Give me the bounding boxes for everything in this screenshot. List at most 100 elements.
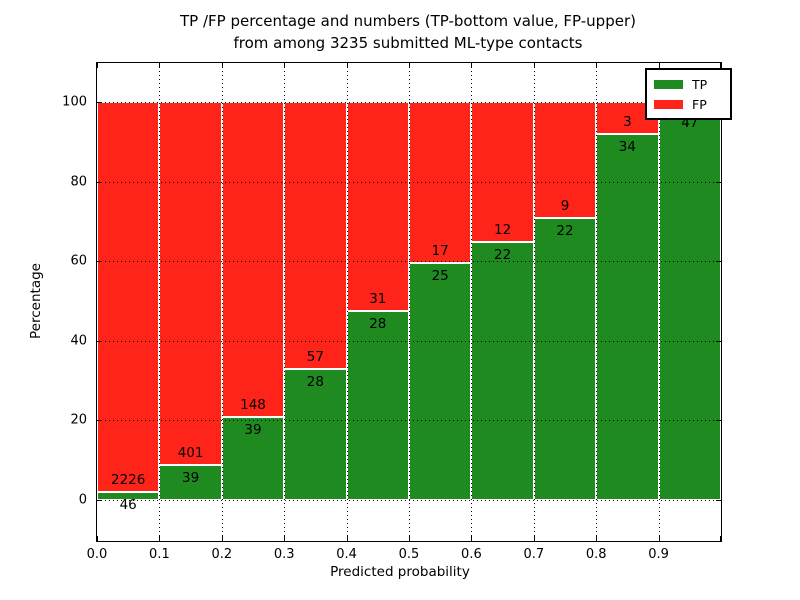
fp-count-label: 401 <box>177 444 204 461</box>
y-gridline <box>97 420 721 422</box>
fp-count-label: 31 <box>369 291 387 308</box>
bar-tp-segment <box>533 217 597 500</box>
y-axis-tick-right <box>716 340 721 342</box>
plot-area: TP FP 2226 46 401 39 148 39 57 28 31 28 17 25 12 22 9 2… <box>62 62 732 562</box>
x-axis-tick <box>471 536 473 541</box>
tp-count-label: 39 <box>182 469 200 486</box>
y-gridline <box>97 261 721 263</box>
legend-swatch-tp-icon <box>654 79 683 89</box>
x-axis-tick-top <box>97 63 98 68</box>
x-gridline <box>346 63 348 541</box>
bar-tp-segment <box>409 263 472 500</box>
x-axis-tick-top <box>471 63 473 68</box>
legend: TP FP <box>645 68 732 120</box>
x-axis-tick-top <box>159 63 161 68</box>
y-axis-tick <box>97 261 102 263</box>
x-axis-tick-top <box>284 63 286 68</box>
x-axis-tick-top <box>221 63 223 68</box>
x-tick-label: 0.1 <box>149 547 170 562</box>
x-axis-label: Predicted probability <box>330 564 470 580</box>
y-axis-tick-right <box>716 500 721 501</box>
y-axis-tick-right <box>716 261 721 263</box>
x-tick-label: 0.0 <box>86 547 108 562</box>
x-tick-label: 0.6 <box>461 547 482 562</box>
fp-count-label: 148 <box>240 396 266 413</box>
x-axis-tick <box>97 536 98 541</box>
x-tick-label: 0.8 <box>585 547 607 562</box>
bar-tp-segment <box>471 242 534 500</box>
bar-tp-segment <box>97 491 160 500</box>
x-axis-tick <box>658 536 660 541</box>
bar-tp-segment <box>346 311 409 500</box>
x-gridline <box>284 63 286 541</box>
tp-count-label: 46 <box>119 496 137 513</box>
x-tick-label: 0.3 <box>273 547 295 562</box>
tp-count-label: 34 <box>618 139 636 156</box>
bar-fp-segment <box>97 102 160 492</box>
tp-count-label: 28 <box>369 316 387 333</box>
y-axis-tick <box>97 340 102 342</box>
y-gridline <box>97 340 721 342</box>
y-tick-label: 60 <box>70 253 87 269</box>
bar-tp-segment <box>596 134 659 500</box>
title-line-1: TP /FP percentage and numbers (TP-bottom… <box>180 12 636 30</box>
tp-count-label: 39 <box>244 421 262 438</box>
x-axis-tick <box>284 536 286 541</box>
tp-count-label: 22 <box>556 222 574 239</box>
x-tick-label: 0.4 <box>336 547 357 562</box>
x-gridline <box>533 63 535 541</box>
bar-fp-segment <box>471 102 534 243</box>
x-axis-tick <box>720 536 721 541</box>
x-gridline <box>658 63 660 541</box>
x-axis-tick <box>221 536 223 541</box>
y-gridline <box>97 181 721 183</box>
x-axis-tick-top <box>409 63 410 68</box>
bar-tp-segment <box>658 110 721 500</box>
bar-fp-segment <box>284 102 347 369</box>
y-tick-label: 100 <box>62 94 87 110</box>
chart-title: TP /FP percentage and numbers (TP-bottom… <box>96 10 720 54</box>
y-axis-tick <box>97 500 102 501</box>
y-gridline <box>97 102 721 103</box>
bar-fp-segment <box>221 102 285 417</box>
y-axis-tick <box>97 102 102 103</box>
x-gridline <box>221 63 223 541</box>
y-axis-label: Percentage <box>28 263 44 339</box>
y-axis-tick-right <box>716 181 721 183</box>
bar-fp-segment <box>159 102 222 465</box>
legend-label-fp: FP <box>692 96 707 112</box>
x-tick-label: 0.9 <box>648 547 669 562</box>
legend-item-fp: FP <box>654 94 724 114</box>
bar-tp-segment <box>159 464 222 500</box>
tp-count-label: 28 <box>306 373 324 390</box>
fp-count-label: 9 <box>560 197 570 214</box>
x-axis-tick-top <box>658 63 660 68</box>
x-tick-label: 0.5 <box>398 547 420 562</box>
x-axis-tick <box>159 536 161 541</box>
bar-fp-segment <box>346 102 409 312</box>
x-axis-tick-top <box>596 63 598 68</box>
legend-label-tp: TP <box>692 76 708 92</box>
y-tick-label: 40 <box>70 333 87 349</box>
x-gridline <box>159 63 161 541</box>
x-gridline <box>409 63 410 541</box>
x-gridline <box>471 63 473 541</box>
legend-swatch-fp-icon <box>654 99 683 109</box>
x-axis-tick-top <box>720 63 721 68</box>
y-tick-label: 0 <box>78 492 87 508</box>
x-tick-label: 0.7 <box>523 547 545 562</box>
x-axis-tick <box>409 536 410 541</box>
legend-item-tp: TP <box>654 74 724 94</box>
x-gridline <box>596 63 598 541</box>
y-axis-tick-right <box>716 420 721 422</box>
tp-count-label: 25 <box>431 268 449 285</box>
x-tick-label: 0.2 <box>211 547 233 562</box>
fp-count-label: 12 <box>494 222 512 239</box>
x-axis-tick-top <box>533 63 535 68</box>
fp-count-label: 17 <box>431 243 449 260</box>
fp-count-label: 2226 <box>111 471 146 488</box>
y-axis-tick <box>97 181 102 183</box>
x-axis-tick-top <box>346 63 348 68</box>
y-tick-label: 20 <box>70 412 87 428</box>
